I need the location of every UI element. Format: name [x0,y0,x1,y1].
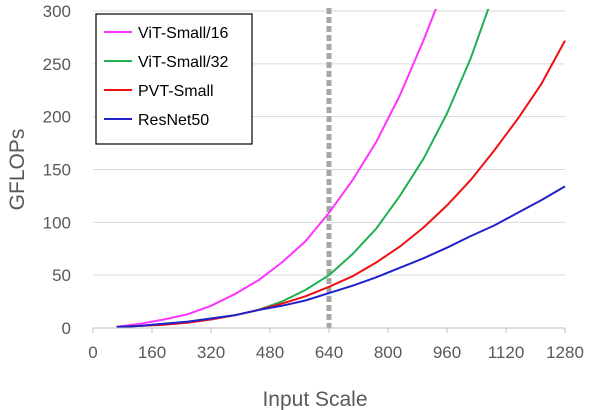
x-tick-label: 480 [256,343,284,362]
y-tick-label: 100 [43,213,71,232]
legend-label: ViT-Small/16 [138,25,229,42]
series-line-resnet50 [116,185,566,328]
x-tick-label: 640 [315,343,343,362]
y-axis-title: GFLOPs [6,129,29,211]
legend-label: ViT-Small/32 [138,54,229,71]
y-tick-label: 250 [43,55,71,74]
axes: 0 50 100 150 200 250 300 0 160 320 480 640 800 960 112… [43,2,584,362]
x-tick-label: 1280 [546,343,584,362]
y-tick-label: 0 [62,319,71,338]
x-tick-label: 1120 [488,343,525,362]
series-layer [116,9,566,328]
y-tick-label: 300 [43,2,71,21]
series-line-vit-small-16 [116,9,437,328]
y-tick-label: 200 [43,108,71,127]
legend-label: ResNet50 [138,112,209,129]
x-tick-label: 320 [197,343,225,362]
x-tick-label: 960 [433,343,461,362]
x-axis-title: Input Scale [262,388,367,410]
legend: ViT-Small/16 ViT-Small/32 PVT-Small ResNet5… [95,13,253,145]
y-tick-label: 150 [43,161,71,180]
x-tick-label: 0 [88,343,97,362]
x-tick-label: 160 [138,343,166,362]
legend-label: PVT-Small [138,83,214,100]
legend-box [95,13,253,145]
x-tick-label: 800 [374,343,402,362]
y-tick-label: 50 [52,266,71,285]
